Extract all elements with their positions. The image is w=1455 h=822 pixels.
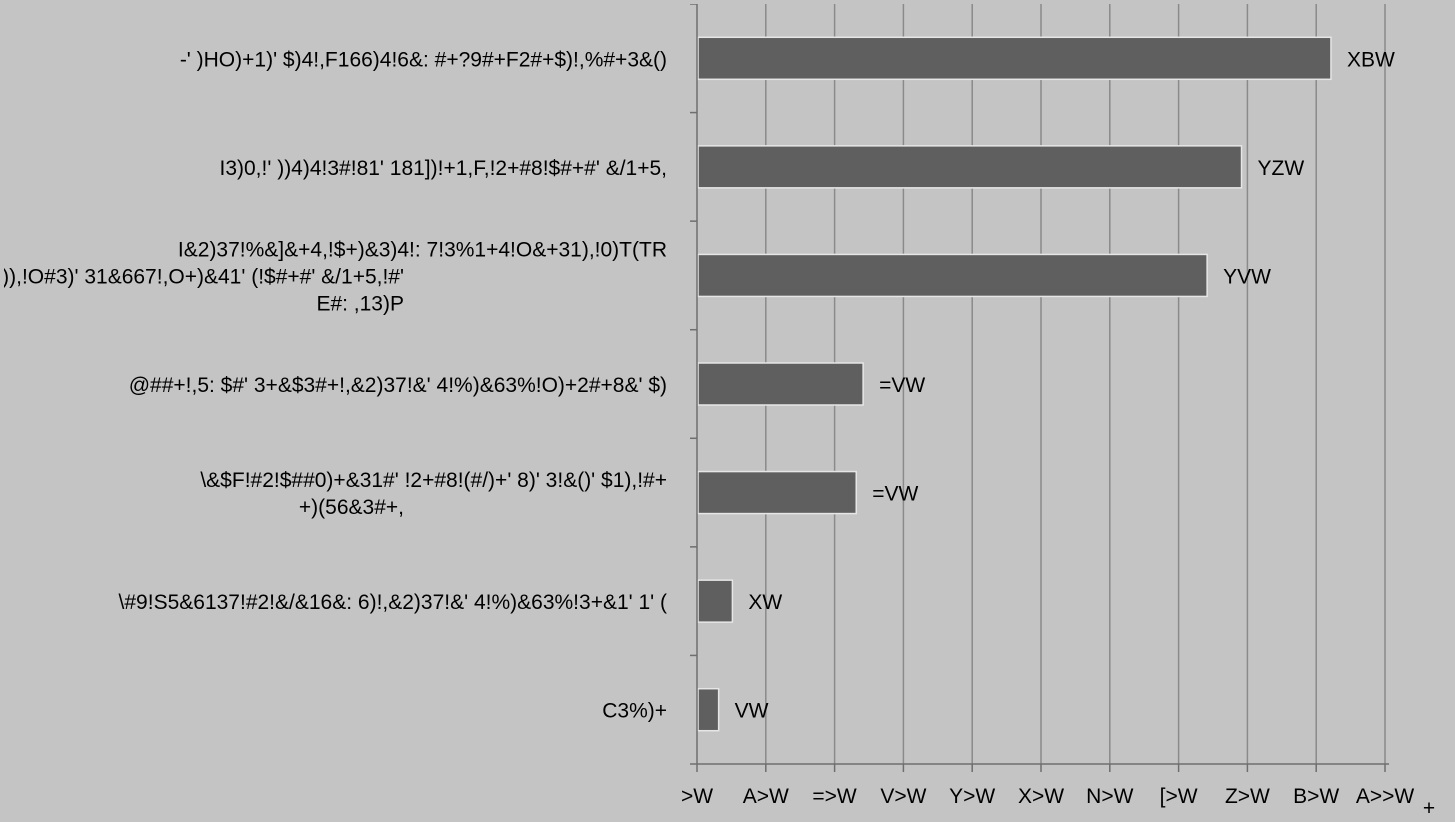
category-label: C3%)+: [602, 700, 667, 723]
bar: [697, 687, 720, 732]
category-label: \#9!S5&6137!#2!&/&16&: 6)!,&2)37!&' 4!%)…: [119, 591, 667, 614]
category-label: +)(56&3#+,: [299, 496, 404, 519]
value-label: =VW: [879, 374, 925, 397]
bar: [697, 579, 734, 623]
value-label: YVW: [1223, 265, 1271, 288]
x-tick-label: =>W: [812, 785, 857, 808]
category-label: I&2)37!%&]&+4,!$+)&3)4!: 7!3%1+4!O&+31),…: [178, 238, 667, 261]
x-tick-label: [>W: [1160, 785, 1198, 808]
chart-area: >W A>W =>W V>W Y>W X>W N>W [>W Z>W B>W A>>W + XBW -' …: [4, 4, 1447, 822]
axis-suffix-label: +: [1423, 797, 1435, 820]
value-label: XBW: [1347, 48, 1395, 71]
x-tick-label: A>>W: [1356, 785, 1415, 808]
bars: [697, 36, 1332, 732]
x-tick-label: B>W: [1293, 785, 1339, 808]
category-label: ' #' )806#7)),!O#3)' 31&667!,O+)&41' (!$…: [4, 265, 404, 288]
bar: [697, 253, 1208, 298]
labels: >W A>W =>W V>W Y>W X>W N>W [>W Z>W B>W A>>W + XBW -' …: [4, 48, 1435, 820]
x-tick-label: A>W: [743, 785, 789, 808]
value-label: YZW: [1258, 157, 1305, 180]
x-tick-label: >W: [681, 785, 713, 808]
bar-chart: >W A>W =>W V>W Y>W X>W N>W [>W Z>W B>W A>>W + XBW -' …: [4, 4, 1435, 820]
category-label: \&$F!#2!$##0)+&31#' !2+#8!(#/)+' 8)' 3!&…: [200, 469, 667, 492]
value-label: =VW: [872, 483, 918, 506]
x-tick-label: X>W: [1018, 785, 1064, 808]
bar: [697, 362, 864, 406]
bar: [697, 36, 1332, 81]
category-label: I3)0,!' ))4)4!3#!81' 181])!+1,F,!2+#8!$#…: [220, 157, 668, 180]
category-label: @##+!,5: $#' 3+&$3#+!,&2)37!&' 4!%)&63%!…: [129, 374, 667, 397]
category-label: -' )HO)+1)' $)4!,F166)4!6&: #+?9#+F2#+$)…: [180, 48, 667, 71]
category-label: E#: ,13)P: [316, 292, 404, 315]
x-tick-label: Y>W: [949, 785, 995, 808]
value-label: XW: [748, 591, 782, 614]
x-tick-label: Z>W: [1225, 785, 1270, 808]
x-tick-label: N>W: [1086, 785, 1133, 808]
value-label: VW: [735, 700, 769, 723]
x-tick-label: V>W: [880, 785, 926, 808]
bar: [697, 145, 1243, 189]
gridlines: [765, 4, 1386, 764]
bar: [697, 470, 857, 515]
axes: [690, 4, 1389, 772]
